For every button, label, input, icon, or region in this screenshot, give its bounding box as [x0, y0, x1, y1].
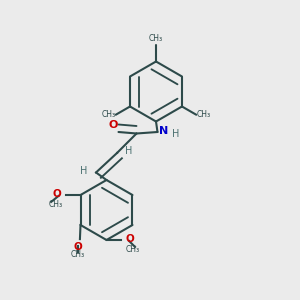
Text: CH₃: CH₃	[149, 34, 163, 43]
Text: N: N	[159, 126, 168, 136]
Text: H: H	[125, 146, 133, 157]
Text: O: O	[73, 242, 82, 251]
Text: CH₃: CH₃	[49, 200, 63, 209]
Text: H: H	[172, 129, 179, 140]
Text: H: H	[80, 166, 88, 176]
Text: CH₃: CH₃	[70, 250, 85, 259]
Text: O: O	[108, 120, 118, 130]
Text: CH₃: CH₃	[125, 245, 140, 254]
Text: CH₃: CH₃	[196, 110, 210, 119]
Text: O: O	[126, 234, 135, 244]
Text: O: O	[52, 189, 61, 199]
Text: CH₃: CH₃	[102, 110, 116, 119]
